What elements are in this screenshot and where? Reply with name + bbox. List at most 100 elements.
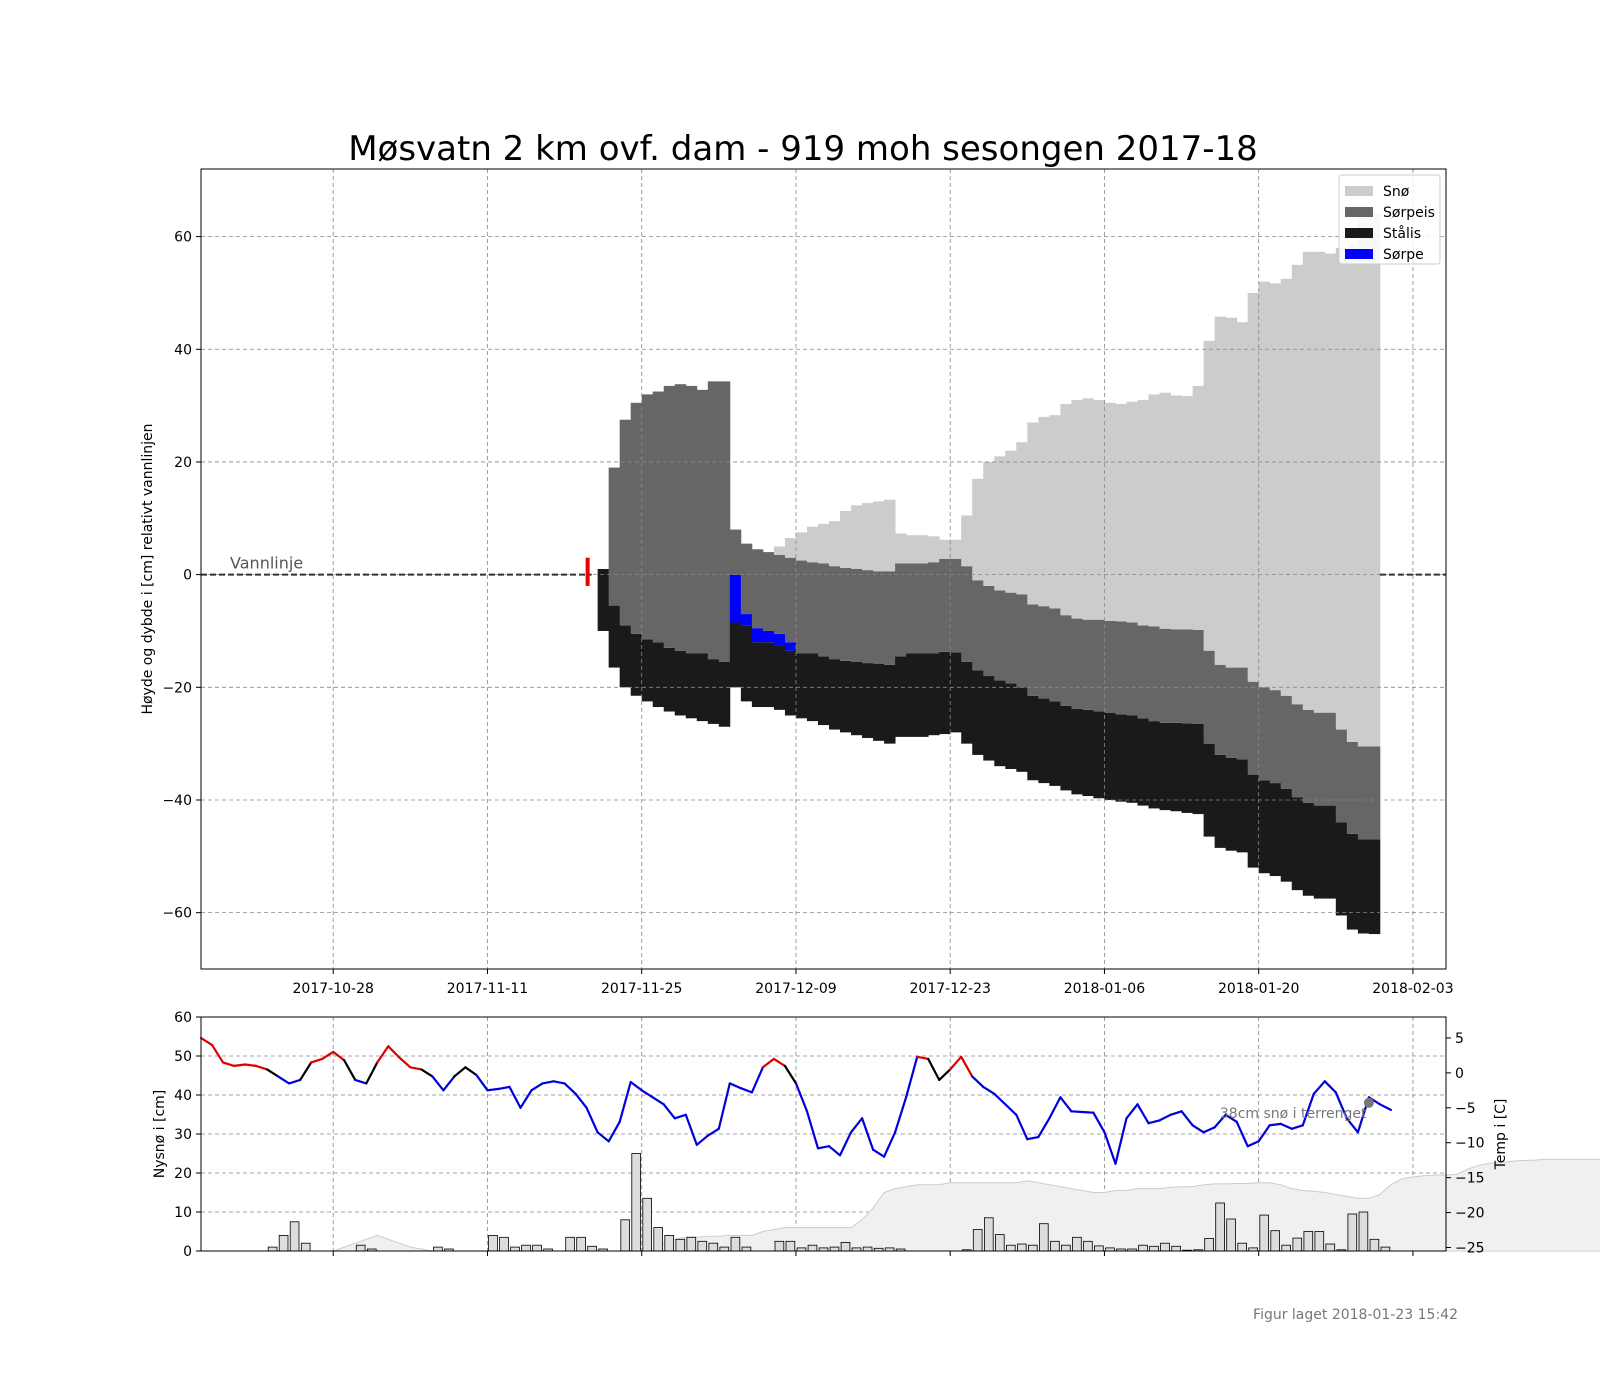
temperature-segment <box>618 1080 632 1123</box>
stalis-bar <box>696 653 709 722</box>
y-tick-right-label: −5 <box>1455 1101 1476 1117</box>
sno-bar <box>1324 253 1337 713</box>
new-snow-bar <box>1171 1245 1181 1252</box>
temperature-segment <box>1334 1091 1348 1120</box>
sorpeis-bar <box>1247 681 1260 775</box>
stalis-bar <box>663 647 676 712</box>
sorpeis-bar <box>806 562 819 654</box>
sno-bar <box>1247 292 1260 682</box>
temperature-segment <box>982 1085 996 1095</box>
top-grid <box>201 169 1446 969</box>
temperature-segment <box>453 1066 467 1078</box>
new-snow-bar <box>840 1242 851 1252</box>
sorpeis-bar <box>1291 704 1304 798</box>
temperature-segment <box>849 1117 864 1134</box>
stalis-bar <box>1214 754 1227 848</box>
temperature-segment <box>893 1096 908 1134</box>
sorpeis-bar <box>1038 606 1050 699</box>
sorpeis-bar <box>619 419 632 626</box>
sno-bar <box>928 536 940 563</box>
stalis-bar <box>1071 708 1083 795</box>
temperature-segment <box>1015 1113 1029 1141</box>
temperature-segment <box>1257 1124 1271 1143</box>
temperature-segment <box>871 1148 886 1158</box>
legend-label: Sørpeis <box>1383 205 1435 221</box>
stalis-bar <box>1192 723 1205 815</box>
new-snow-bar <box>521 1244 531 1252</box>
top-x-ticks: 2017-10-28 2017-11-11 2017-11-25 2017-12-09… <box>293 969 1454 997</box>
temperature-segment <box>816 1145 831 1150</box>
sorpeis-bar <box>961 566 973 662</box>
temperature-segment <box>938 1068 952 1082</box>
new-snow-bar <box>708 1242 719 1252</box>
stalis-bar <box>1236 759 1249 853</box>
sno-bar <box>1335 247 1348 730</box>
temperature-segment <box>1312 1080 1326 1095</box>
new-snow-bar <box>488 1235 498 1252</box>
temperature-segment <box>783 1064 798 1085</box>
stalis-bar <box>1269 783 1282 877</box>
new-snow-bar <box>664 1235 674 1252</box>
temperature-segment <box>960 1055 974 1078</box>
temperature-segment <box>607 1120 621 1143</box>
sorpeis-bar <box>1137 625 1149 719</box>
sorpeis-bar <box>1016 594 1028 688</box>
sorpeis-bar <box>674 384 687 651</box>
temperature-segment <box>420 1068 434 1078</box>
temperature-segment <box>1037 1117 1051 1139</box>
first-ice-marker <box>585 557 590 586</box>
temperature-segment <box>1235 1120 1249 1148</box>
sorpeis-bar <box>817 563 830 657</box>
stalis-bar <box>729 622 742 688</box>
stalis-bar <box>928 653 940 736</box>
new-snow-bar <box>1270 1230 1281 1252</box>
top-y-axis-label: Høyde og dybde i [cm] relativt vannlinje… <box>140 423 156 714</box>
bottom-y-axis-label: Nysnø i [cm] <box>152 1090 168 1179</box>
temperature-segment <box>431 1075 445 1092</box>
temperature-segment <box>255 1064 269 1071</box>
sorpeis-bar <box>652 391 665 643</box>
temperature-segment <box>706 1127 720 1137</box>
sno-bar <box>1071 399 1083 619</box>
temperature-segment <box>552 1080 566 1085</box>
new-snow-bar <box>984 1217 994 1252</box>
sorpe-bar <box>773 633 786 646</box>
temperature-segment <box>563 1082 577 1095</box>
y-tick-label: 40 <box>174 342 192 358</box>
y-tick-label: 30 <box>174 1127 192 1143</box>
terrain-snow-label: 38cm snø i terrenget <box>1220 1106 1367 1122</box>
sorpeis-bar <box>1324 712 1337 806</box>
new-snow-bar <box>565 1236 575 1252</box>
y-tick-label: 60 <box>174 1010 192 1026</box>
new-snow-bar <box>1083 1240 1093 1252</box>
new-snow-bar <box>631 1153 641 1252</box>
sorpeis-bar <box>1368 746 1381 840</box>
sorpeis-bar <box>630 402 643 634</box>
sno-bar <box>1214 316 1227 665</box>
temperature-segment <box>882 1131 897 1158</box>
stalis-bar <box>994 680 1006 767</box>
sno-bar <box>784 538 797 558</box>
stalis-bar <box>862 663 874 739</box>
temperature-segment <box>1279 1122 1293 1130</box>
new-snow-bar <box>532 1244 542 1252</box>
new-snow-bar <box>1028 1244 1038 1252</box>
temperature-segment <box>497 1085 511 1091</box>
temperature-segment <box>1070 1110 1084 1114</box>
y-tick-label: 50 <box>174 1049 192 1065</box>
temperature-segment <box>442 1075 456 1092</box>
legend-label: Snø <box>1383 184 1410 200</box>
sno-bar <box>1148 394 1160 627</box>
sorpeis-bar <box>1060 615 1072 706</box>
stalis-bar <box>1027 695 1039 781</box>
stalis-bar <box>1302 802 1315 896</box>
temperature-segment <box>1191 1124 1205 1134</box>
new-snow-bar <box>741 1246 752 1252</box>
new-snow-bar <box>1358 1211 1369 1252</box>
new-snow-bar <box>267 1246 278 1252</box>
temperature-segment <box>1059 1096 1073 1113</box>
stalis-bar <box>829 659 841 730</box>
new-snow-bar <box>1160 1242 1170 1252</box>
stalis-bar <box>1346 833 1359 930</box>
stalis-bar <box>652 642 665 708</box>
